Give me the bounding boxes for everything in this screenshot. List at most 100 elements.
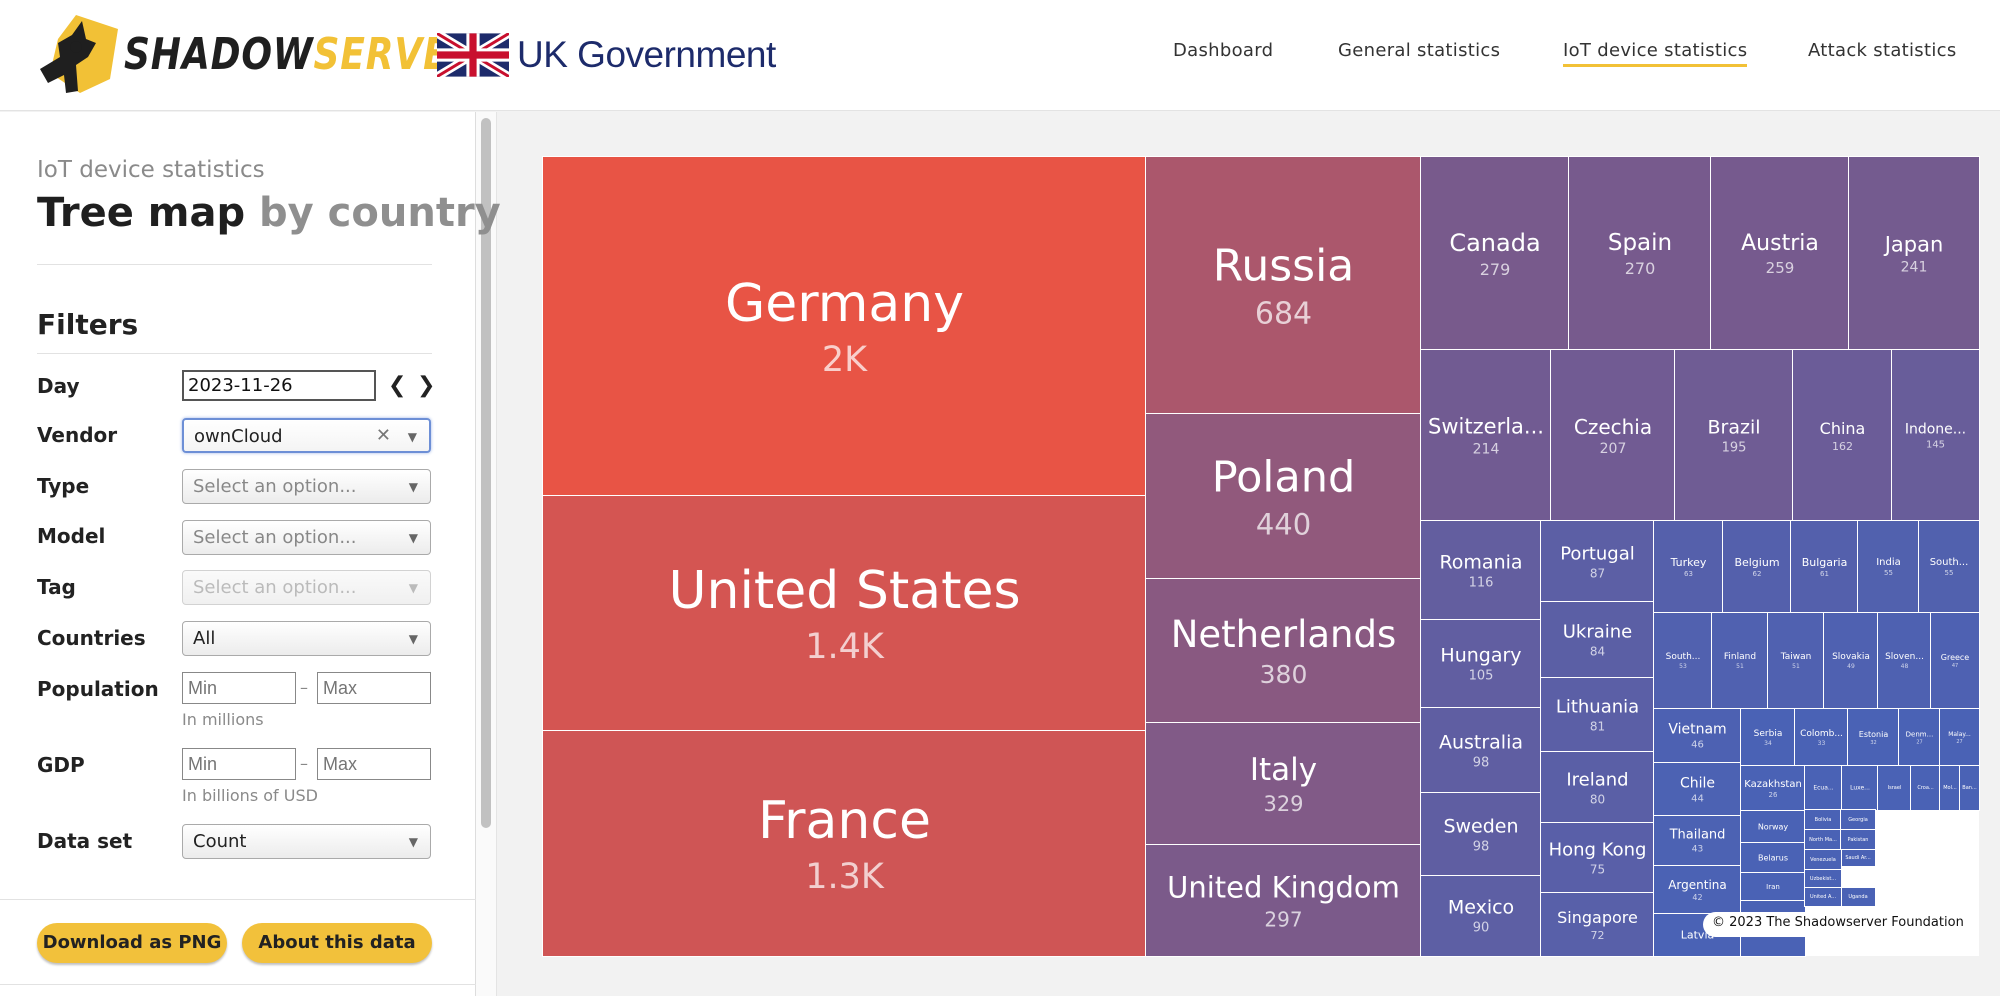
dataset-select[interactable]: Count ▼ xyxy=(182,824,431,859)
treemap-cell[interactable]: Denm... 27 xyxy=(1898,708,1941,767)
treemap-cell-value: 43 xyxy=(1691,844,1704,855)
treemap-cell[interactable]: Mol... xyxy=(1939,765,1961,811)
treemap-cell[interactable]: Poland 440 xyxy=(1145,413,1422,580)
population-min-input[interactable] xyxy=(182,672,296,704)
treemap-cell[interactable]: Ban... xyxy=(1959,765,1980,811)
treemap-cell[interactable]: Israel xyxy=(1877,765,1912,811)
treemap-cell[interactable]: Kazakhstan 26 xyxy=(1740,765,1806,812)
treemap-cell[interactable]: Russia 684 xyxy=(1145,156,1422,415)
caret-down-icon: ▼ xyxy=(408,581,418,595)
treemap-cell[interactable]: Belarus xyxy=(1740,842,1806,874)
treemap-cell[interactable]: Saudi Ar... xyxy=(1840,849,1876,867)
treemap-cell[interactable]: Luxe... xyxy=(1841,765,1879,811)
treemap-cell[interactable]: Turkey 63 xyxy=(1653,520,1724,614)
treemap-cell[interactable]: United Kingdom 297 xyxy=(1145,844,1422,957)
model-placeholder: Select an option... xyxy=(193,527,357,548)
treemap-chart: Germany 2K United States 1.4K France 1.3K Russ… xyxy=(542,156,1980,957)
treemap-cell[interactable]: Romania 116 xyxy=(1420,520,1542,621)
nav-dashboard[interactable]: Dashboard xyxy=(1173,40,1274,61)
treemap-cell[interactable]: Pakistan xyxy=(1840,829,1876,851)
population-max-input[interactable] xyxy=(317,672,431,704)
treemap-cell[interactable]: Uzbekist... xyxy=(1804,869,1842,889)
treemap-cell[interactable]: Ireland 80 xyxy=(1540,751,1655,824)
nav-iot-device-statistics[interactable]: IoT device statistics xyxy=(1563,40,1748,67)
treemap-cell-label: Russia xyxy=(1212,240,1355,291)
treemap-cell[interactable]: Australia 98 xyxy=(1420,707,1542,794)
treemap-cell-value: 2K xyxy=(821,339,868,380)
treemap-cell[interactable]: Brazil 195 xyxy=(1674,349,1794,522)
chevron-right-icon[interactable]: ❯ xyxy=(417,373,436,398)
treemap-cell[interactable]: Colomb... 33 xyxy=(1794,708,1849,767)
treemap-cell[interactable]: Hungary 105 xyxy=(1420,619,1542,709)
treemap-cell[interactable]: Switzerla... 214 xyxy=(1420,349,1552,522)
treemap-cell[interactable]: Canada 279 xyxy=(1420,156,1570,351)
treemap-cell-label: Australia xyxy=(1438,731,1524,753)
treemap-cell[interactable]: Lithuania 81 xyxy=(1540,677,1655,753)
treemap-cell[interactable]: Czechia 207 xyxy=(1550,349,1676,522)
treemap-cell[interactable]: United A... xyxy=(1804,887,1842,907)
treemap-cell[interactable]: Iran xyxy=(1740,872,1806,902)
treemap-cell[interactable]: Singapore 72 xyxy=(1540,892,1655,957)
treemap-cell[interactable]: India 55 xyxy=(1857,520,1920,614)
treemap-cell[interactable]: Argentina 42 xyxy=(1653,865,1742,915)
nav-general-statistics[interactable]: General statistics xyxy=(1338,40,1501,61)
treemap-cell[interactable]: Serbia 34 xyxy=(1740,708,1796,767)
treemap-cell[interactable]: Croa... xyxy=(1910,765,1941,811)
treemap-cell[interactable]: Finland 51 xyxy=(1711,612,1769,710)
treemap-cell[interactable]: Venezuela xyxy=(1804,849,1842,871)
model-select[interactable]: Select an option... ▼ xyxy=(182,520,431,555)
treemap-cell-label: Argentina xyxy=(1668,878,1727,892)
treemap-cell[interactable]: Belgium 62 xyxy=(1722,520,1792,614)
treemap-cell[interactable]: China 162 xyxy=(1792,349,1893,522)
vendor-select[interactable]: ownCloud ✕ ▼ xyxy=(182,418,431,453)
sidebar-scrollbar[interactable] xyxy=(476,112,497,996)
treemap-cell[interactable]: Thailand 43 xyxy=(1653,815,1742,867)
treemap-cell[interactable]: Sweden 98 xyxy=(1420,792,1542,877)
day-input[interactable]: 2023-11-26 xyxy=(182,370,376,401)
treemap-cell[interactable]: Italy 329 xyxy=(1145,722,1422,846)
vendor-label: Vendor xyxy=(37,423,118,447)
treemap-cell[interactable]: North Ma... xyxy=(1804,829,1842,851)
treemap-cell[interactable]: Bulgaria 61 xyxy=(1790,520,1859,614)
treemap-cell[interactable]: Hong Kong 75 xyxy=(1540,822,1655,894)
treemap-cell[interactable]: Chile 44 xyxy=(1653,762,1742,817)
shadowserver-mascot-icon xyxy=(40,15,118,93)
treemap-cell[interactable]: Greece 47 xyxy=(1930,612,1980,710)
gdp-max-input[interactable] xyxy=(317,748,431,780)
treemap-cell[interactable]: United States 1.4K xyxy=(542,495,1147,732)
clear-icon[interactable]: ✕ xyxy=(375,425,391,446)
treemap-cell[interactable]: Netherlands 380 xyxy=(1145,578,1422,724)
treemap-cell[interactable]: Austria 259 xyxy=(1710,156,1850,351)
treemap-cell[interactable]: Taiwan 51 xyxy=(1767,612,1825,710)
treemap-cell[interactable]: South... 55 xyxy=(1918,520,1980,614)
about-data-button[interactable]: About this data xyxy=(242,923,432,963)
treemap-cell[interactable]: Mexico 90 xyxy=(1420,875,1542,957)
treemap-cell[interactable]: France 1.3K xyxy=(542,730,1147,957)
type-select[interactable]: Select an option... ▼ xyxy=(182,469,431,504)
gdp-min-input[interactable] xyxy=(182,748,296,780)
treemap-cell[interactable]: Ecua... xyxy=(1804,765,1843,811)
chevron-left-icon[interactable]: ❮ xyxy=(388,373,407,398)
treemap-cell[interactable]: South... 53 xyxy=(1653,612,1713,710)
scrollbar-thumb[interactable] xyxy=(481,118,491,828)
treemap-cell[interactable]: Uganda xyxy=(1840,887,1876,907)
treemap-cell-label: Pakistan xyxy=(1847,837,1869,843)
treemap-cell[interactable]: Estonia 32 xyxy=(1847,708,1900,767)
treemap-cell[interactable]: Vietnam 46 xyxy=(1653,708,1742,764)
treemap-cell[interactable]: Germany 2K xyxy=(542,156,1147,497)
treemap-cell[interactable]: Indone... 145 xyxy=(1891,349,1980,522)
treemap-cell[interactable]: Spain 270 xyxy=(1568,156,1712,351)
treemap-cell[interactable]: Ukraine 84 xyxy=(1540,601,1655,679)
treemap-cell[interactable]: Japan 241 xyxy=(1848,156,1980,351)
treemap-cell-value: 46 xyxy=(1691,739,1704,751)
treemap-cell[interactable]: Slovakia 49 xyxy=(1823,612,1879,710)
download-png-button[interactable]: Download as PNG xyxy=(37,923,227,963)
countries-select[interactable]: All ▼ xyxy=(182,621,431,656)
treemap-cell[interactable]: Georgia xyxy=(1840,809,1876,831)
treemap-cell[interactable]: Malay... 27 xyxy=(1939,708,1980,767)
treemap-cell[interactable]: Portugal 87 xyxy=(1540,520,1655,603)
treemap-cell[interactable]: Sloven... 48 xyxy=(1877,612,1932,710)
treemap-cell[interactable]: Bolivia xyxy=(1804,809,1842,831)
nav-attack-statistics[interactable]: Attack statistics xyxy=(1808,40,1957,61)
treemap-cell[interactable]: Norway xyxy=(1740,810,1806,844)
